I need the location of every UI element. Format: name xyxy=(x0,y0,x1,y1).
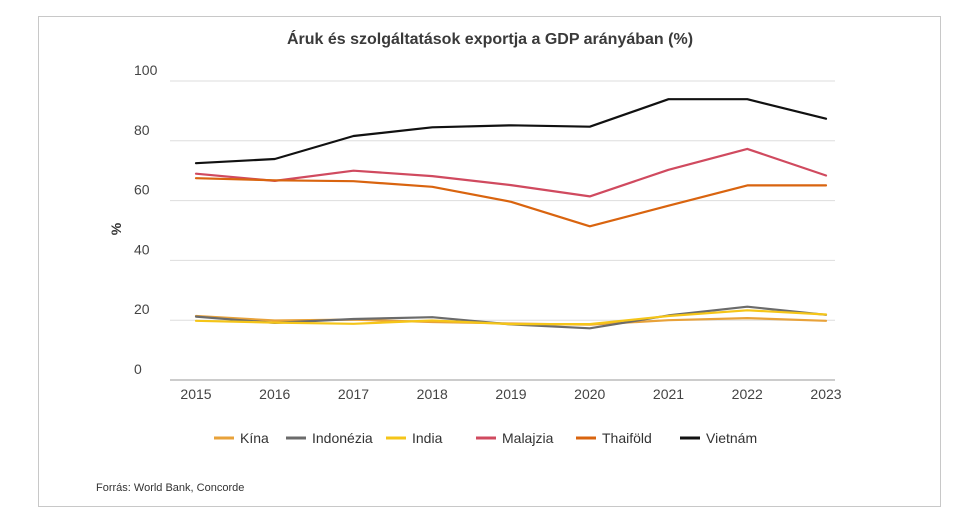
series-line-india xyxy=(194,309,828,326)
x-tick-label: 2022 xyxy=(732,386,763,402)
x-tick-label: 2019 xyxy=(495,386,526,402)
series-line-malajzia xyxy=(194,147,828,198)
x-tick-label: 2016 xyxy=(259,386,290,402)
x-tick-label: 2015 xyxy=(180,386,211,402)
y-tick-label: 80 xyxy=(134,122,150,138)
y-tick-label: 60 xyxy=(134,182,150,198)
legend-label: Thaiföld xyxy=(602,430,652,446)
y-tick-label: 20 xyxy=(134,301,150,317)
series-line-thaiföld xyxy=(194,177,828,228)
legend-label: India xyxy=(412,430,443,446)
legend-label: Indonézia xyxy=(312,430,373,446)
grid-lines xyxy=(170,80,835,381)
series-lines xyxy=(194,98,828,330)
legend-label: Malajzia xyxy=(502,430,554,446)
y-tick-label: 0 xyxy=(134,361,142,377)
x-tick-label: 2023 xyxy=(810,386,841,402)
x-tick-label: 2020 xyxy=(574,386,605,402)
legend-label: Vietnám xyxy=(706,430,757,446)
legend-label: Kína xyxy=(240,430,269,446)
series-line-vietnám xyxy=(194,98,828,165)
y-tick-label: 100 xyxy=(134,62,158,78)
x-tick-label: 2017 xyxy=(338,386,369,402)
x-tick-label: 2018 xyxy=(417,386,448,402)
source-note: Forrás: World Bank, Concorde xyxy=(96,482,245,494)
y-axis-label: % xyxy=(108,222,124,235)
chart-title: Áruk és szolgáltatások exportja a GDP ar… xyxy=(286,31,694,48)
x-axis-ticks: 2015 2016 2017 2018 2019 2020 2021 2022 2023 xyxy=(180,386,841,402)
x-tick-label: 2021 xyxy=(653,386,684,402)
y-axis-ticks: 0 20 40 60 80 100 xyxy=(134,62,158,377)
legend: Kína Indonézia India Malajzia Thaiföld Vietná… xyxy=(214,430,757,446)
y-tick-label: 40 xyxy=(134,241,150,257)
chart-frame xyxy=(38,16,941,507)
